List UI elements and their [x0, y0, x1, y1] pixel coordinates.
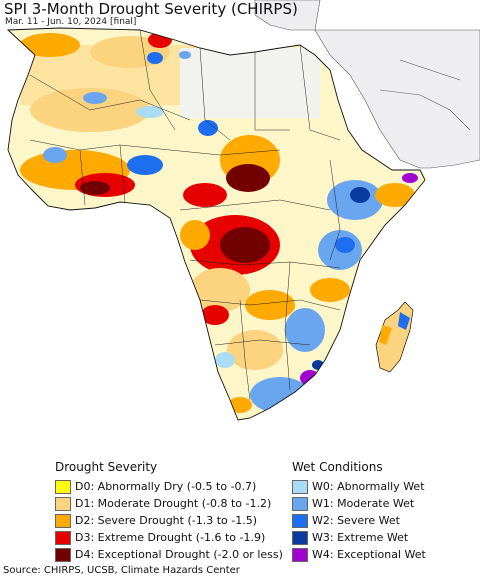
legend-item-w2: W2: Severe Wet [292, 512, 472, 529]
d2-swatch [55, 513, 71, 528]
w2-label: W2: Severe Wet [312, 514, 400, 527]
d0-swatch [55, 479, 71, 494]
d1-label: D1: Moderate Drought (-0.8 to -1.2) [75, 497, 272, 510]
botswana-dry [227, 330, 283, 370]
map-title: SPI 3-Month Drought Severity (CHIRPS) [4, 0, 298, 18]
d4-label: D4: Exceptional Drought (-2.0 or less) [75, 548, 283, 561]
angola-dry [190, 268, 250, 312]
nigeria-wet [127, 155, 163, 175]
west-africa-exceptional [80, 181, 110, 195]
sahara-no-data [180, 48, 320, 118]
libya-wet [179, 51, 191, 59]
madagascar-dry [379, 325, 392, 345]
w3-swatch [292, 530, 308, 545]
cameroon-extreme [183, 183, 227, 207]
legend-item-d2: D2: Severe Drought (-1.3 to -1.5) [55, 512, 290, 529]
w1-label: W1: Moderate Wet [312, 497, 415, 510]
w2-swatch [292, 513, 308, 528]
sahel-wet-1 [83, 92, 107, 104]
sahel-wet-3 [136, 106, 164, 118]
d1-swatch [55, 496, 71, 511]
drought-legend: Drought Severity D0: Abnormally Dry (-0.… [55, 460, 290, 563]
madagascar-wet [398, 312, 410, 330]
kenya-severe-wet [335, 237, 355, 253]
drought-legend-heading: Drought Severity [55, 460, 158, 474]
africa-outline [6, 27, 426, 421]
wet-legend-heading: Wet Conditions [292, 460, 383, 474]
w0-label: W0: Abnormally Wet [312, 480, 425, 493]
sahel-wet-2 [198, 120, 218, 136]
legend-item-w0: W0: Abnormally Wet [292, 478, 472, 495]
mozambique-wet [285, 308, 325, 352]
zambia-drought [245, 290, 295, 320]
horn-exceptional-wet [402, 173, 418, 183]
legend-item-d3: D3: Extreme Drought (-1.6 to -1.9) [55, 529, 290, 546]
drought-map [6, 0, 480, 421]
gabon-dry [180, 220, 210, 250]
legend-item-w4: W4: Exceptional Wet [292, 546, 472, 563]
d3-swatch [55, 530, 71, 545]
tanzania-drought [310, 278, 350, 302]
arabia-border-1 [379, 89, 471, 131]
algeria-wet [147, 52, 163, 64]
angola-extreme [201, 305, 229, 325]
middle-east-land [314, 29, 480, 169]
europe-land [254, 0, 321, 31]
wet-legend: Wet Conditions W0: Abnormally Wet W1: Mo… [292, 460, 472, 563]
map-subtitle: Mar. 11 - Jun. 10, 2024 [final] [5, 17, 137, 27]
congo-exceptional [220, 227, 270, 263]
source-credit: Source: CHIRPS, UCSB, Climate Hazards Ce… [3, 565, 240, 576]
morocco-drought [20, 33, 80, 57]
ethiopia-extreme-wet [350, 187, 370, 203]
legend-item-w3: W3: Extreme Wet [292, 529, 472, 546]
legend-item-d0: D0: Abnormally Dry (-0.5 to -0.7) [55, 478, 290, 495]
d0-label: D0: Abnormally Dry (-0.5 to -0.7) [75, 480, 257, 493]
w1-swatch [292, 496, 308, 511]
somalia-dry [375, 183, 415, 207]
d2-label: D2: Severe Drought (-1.3 to -1.5) [75, 514, 258, 527]
car-exceptional [226, 164, 270, 192]
w3-label: W3: Extreme Wet [312, 531, 409, 544]
d4-swatch [55, 547, 71, 562]
namibia-wet [215, 352, 235, 368]
legend-item-d1: D1: Moderate Drought (-0.8 to -1.2) [55, 495, 290, 512]
w4-label: W4: Exceptional Wet [312, 548, 426, 561]
arabia-border-2 [399, 59, 461, 81]
legend-item-d4: D4: Exceptional Drought (-2.0 or less) [55, 546, 290, 563]
w0-swatch [292, 479, 308, 494]
guinea-wet [43, 147, 67, 163]
legend-item-w1: W1: Moderate Wet [292, 495, 472, 512]
d3-label: D3: Extreme Drought (-1.6 to -1.9) [75, 531, 266, 544]
w4-swatch [292, 547, 308, 562]
country-borders [29, 29, 341, 401]
red-sea [335, 100, 385, 162]
